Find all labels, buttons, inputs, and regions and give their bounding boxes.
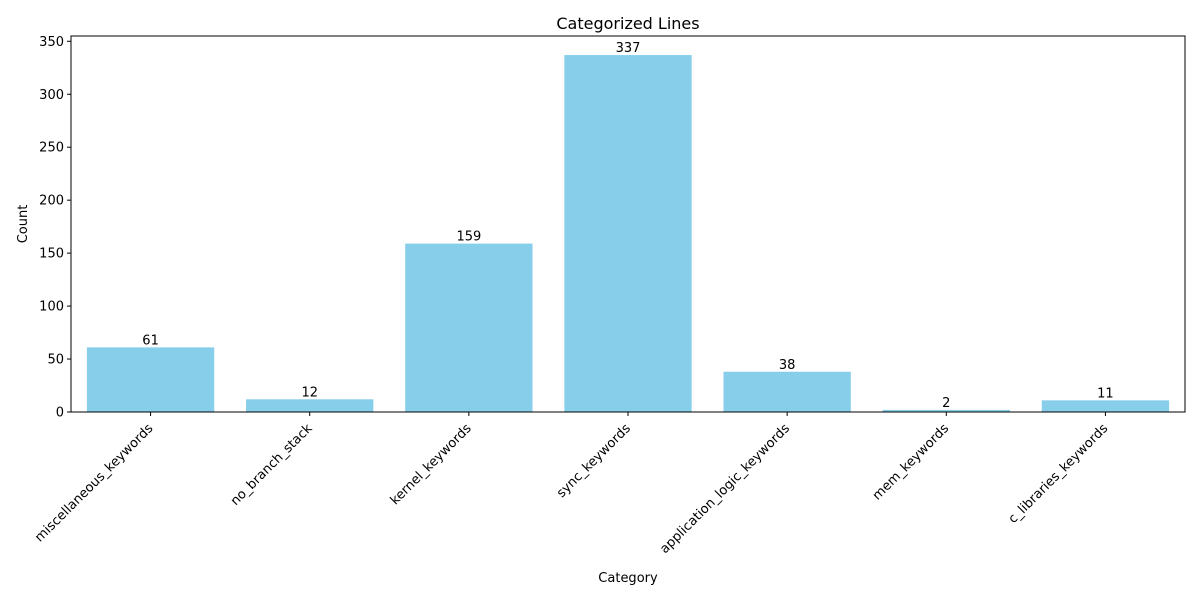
data-label-mem_keywords: 2 bbox=[942, 396, 950, 411]
y-axis: 0 50 100 150 200 250 300 350 bbox=[39, 35, 71, 421]
y-tick-label-250: 250 bbox=[39, 141, 64, 156]
chart-title: Categorized Lines bbox=[556, 14, 699, 33]
x-axis-label: Category bbox=[598, 571, 658, 586]
data-label-miscellaneous_keywords: 61 bbox=[142, 333, 159, 348]
data-labels-group: 61 12 159 337 38 2 11 bbox=[142, 41, 1113, 411]
y-tick-label-300: 300 bbox=[39, 88, 64, 103]
x-tick-label-kernel_keywords: kernel_keywords bbox=[388, 421, 475, 508]
x-tick-label-sync_keywords: sync_keywords bbox=[554, 421, 634, 501]
x-tick-label-mem_keywords: mem_keywords bbox=[870, 421, 952, 503]
x-tick-label-miscellaneous_keywords: miscellaneous_keywords bbox=[32, 421, 156, 545]
bar-mem_keywords bbox=[882, 409, 1010, 412]
bar-c_libraries_keywords bbox=[1041, 400, 1170, 412]
bar-kernel_keywords bbox=[405, 243, 533, 412]
x-tick-label-application_logic_keywords: application_logic_keywords bbox=[657, 421, 793, 557]
y-tick-label-100: 100 bbox=[39, 300, 64, 315]
x-tick-label-no_branch_stack: no_branch_stack bbox=[228, 421, 316, 509]
bar-no_branch_stack bbox=[246, 399, 374, 412]
y-tick-label-350: 350 bbox=[39, 35, 64, 50]
y-tick-label-0: 0 bbox=[56, 406, 64, 421]
plot-frame bbox=[70, 35, 1186, 413]
x-tick-label-c_libraries_keywords: c_libraries_keywords bbox=[1006, 421, 1112, 527]
bar-sync_keywords bbox=[564, 55, 692, 412]
bar-application_logic_keywords bbox=[723, 371, 851, 412]
data-label-no_branch_stack: 12 bbox=[301, 385, 318, 400]
data-label-sync_keywords: 337 bbox=[616, 41, 641, 56]
y-axis-label: Count bbox=[16, 205, 31, 244]
bars-group bbox=[86, 55, 1170, 412]
y-tick-label-200: 200 bbox=[39, 194, 64, 209]
data-label-kernel_keywords: 159 bbox=[456, 230, 481, 245]
y-tick-label-150: 150 bbox=[39, 247, 64, 262]
data-label-application_logic_keywords: 38 bbox=[779, 358, 796, 373]
data-label-c_libraries_keywords: 11 bbox=[1097, 386, 1114, 401]
bar-miscellaneous_keywords bbox=[86, 347, 215, 412]
y-tick-label-50: 50 bbox=[47, 353, 64, 368]
x-axis: miscellaneous_keywords no_branch_stack ker… bbox=[32, 412, 1111, 557]
